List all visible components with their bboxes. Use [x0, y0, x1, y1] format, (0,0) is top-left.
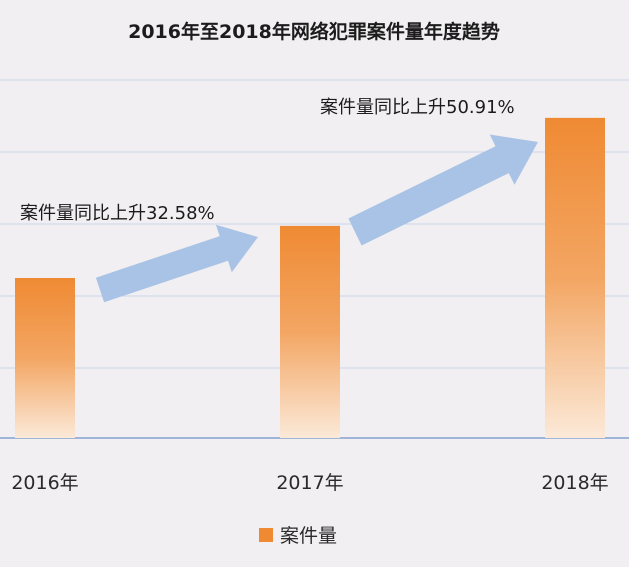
bar-2018年 [545, 117, 605, 438]
bar-2016年 [15, 278, 75, 438]
tick-label-2018年: 2018年 [541, 472, 608, 494]
bar-2017年 [280, 225, 340, 438]
chart-title: 2016年至2018年网络犯罪案件量年度趋势 [128, 20, 500, 43]
x-tick-labels: 2016年 2017年 2018年 [11, 472, 608, 494]
legend: 案件量 [259, 525, 337, 547]
legend-swatch [259, 528, 273, 542]
annotation-label-2: 案件量同比上升50.91% [320, 97, 515, 118]
tick-label-2016年: 2016年 [11, 472, 78, 494]
legend-label: 案件量 [280, 525, 337, 547]
tick-label-2017年: 2017年 [276, 472, 343, 494]
trend-arrow-2 [348, 134, 538, 246]
trend-arrow-1 [95, 224, 259, 303]
bars [15, 117, 605, 438]
annotation-label-1: 案件量同比上升32.58% [20, 203, 215, 224]
trend-arrows: 案件量同比上升32.58% 案件量同比上升50.91% [20, 97, 538, 303]
